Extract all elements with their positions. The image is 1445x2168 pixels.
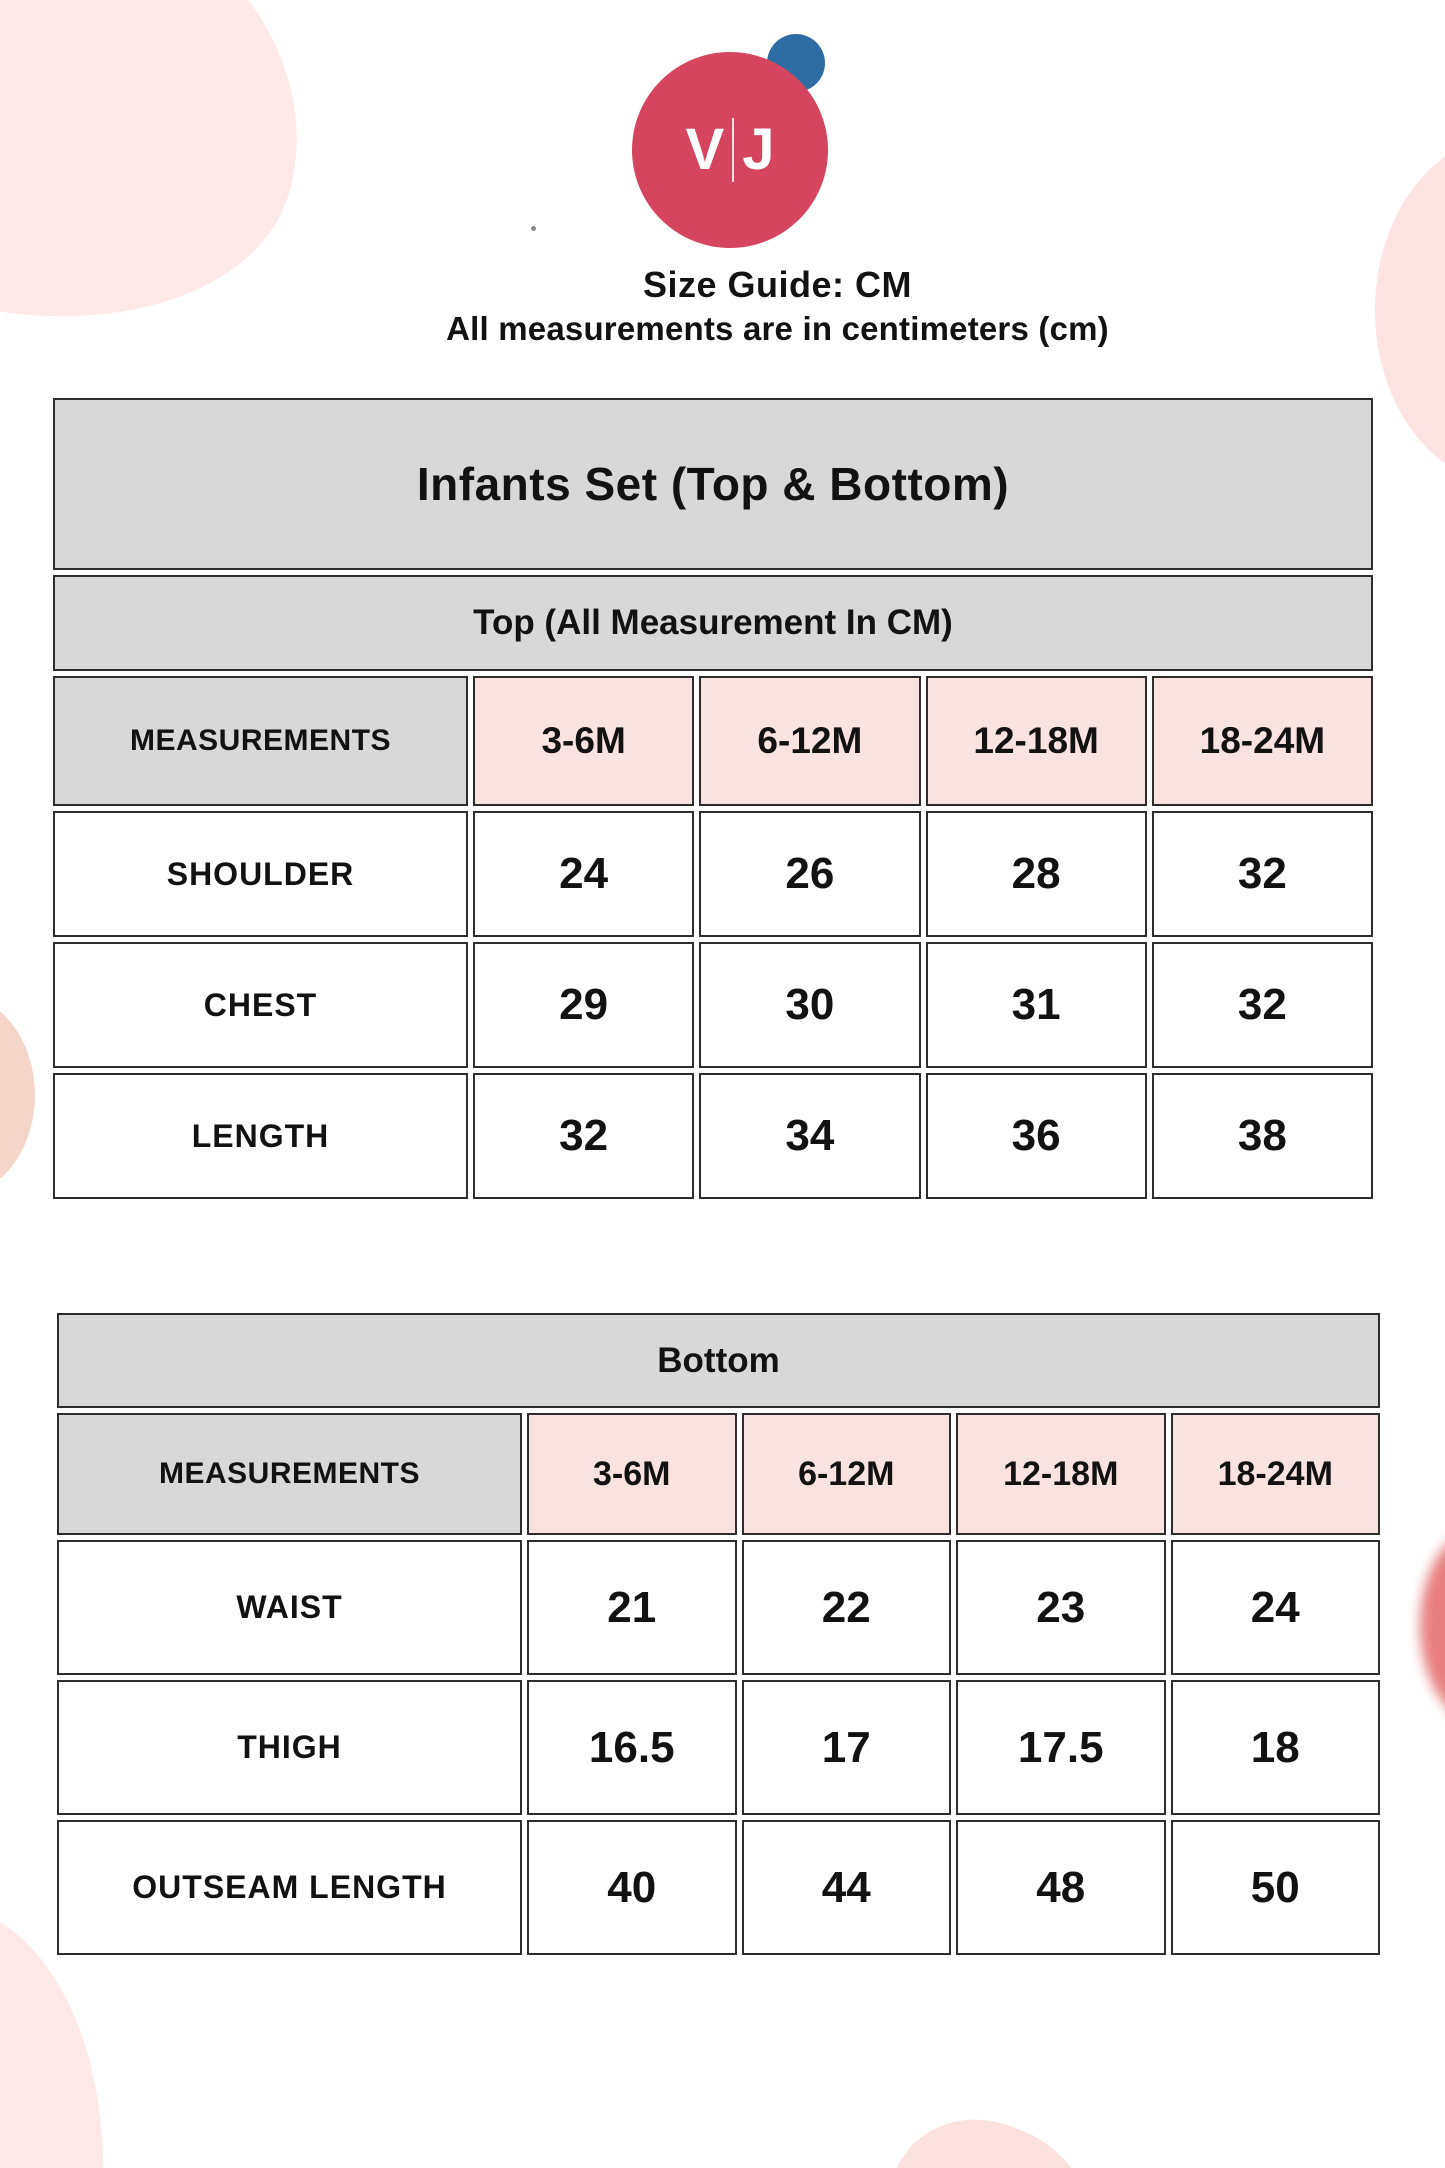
row-label-thigh: THIGH	[57, 1680, 522, 1815]
top-column-header-12-18m: 12-18M	[925, 676, 1147, 806]
page-subtitle: All measurements are in centimeters (cm)	[446, 310, 1109, 347]
outseam-value-12-18m: 48	[956, 1820, 1166, 1955]
thigh-value-18-24m: 18	[1170, 1680, 1380, 1815]
bottom-column-header-3-6m: 3-6M	[527, 1413, 737, 1535]
logo-circle: V J	[632, 52, 828, 248]
row-label-waist: WAIST	[57, 1540, 522, 1675]
top-size-table: Infants Set (Top & Bottom) Top (All Meas…	[53, 398, 1373, 1199]
waist-value-6-12m: 22	[741, 1540, 951, 1675]
bottom-column-header-18-24m: 18-24M	[1170, 1413, 1380, 1535]
shoulder-value-12-18m: 28	[925, 811, 1147, 937]
chest-value-3-6m: 29	[473, 942, 695, 1068]
decor-blob-right-middle	[1420, 1528, 1445, 1723]
top-column-header-6-12m: 6-12M	[699, 676, 921, 806]
length-value-3-6m: 32	[473, 1073, 695, 1199]
bottom-column-header-12-18m: 12-18M	[956, 1413, 1166, 1535]
outseam-value-6-12m: 44	[741, 1820, 951, 1955]
bottom-size-table: Bottom MEASUREMENTS 3-6M 6-12M 12-18M 18…	[57, 1313, 1380, 1955]
waist-value-3-6m: 21	[527, 1540, 737, 1675]
waist-value-12-18m: 23	[956, 1540, 1166, 1675]
logo-letter-j: J	[742, 117, 775, 182]
top-column-header-18-24m: 18-24M	[1151, 676, 1373, 806]
logo-divider	[732, 118, 735, 182]
length-value-6-12m: 34	[699, 1073, 921, 1199]
page-title: Size Guide: CM	[642, 264, 913, 305]
row-label-shoulder: SHOULDER	[53, 811, 468, 937]
logo-letter-v: V	[685, 117, 725, 182]
row-label-chest: CHEST	[53, 942, 468, 1068]
chest-value-6-12m: 30	[699, 942, 921, 1068]
shoulder-value-18-24m: 32	[1151, 811, 1373, 937]
page-heading: Size Guide: CM All measurements are in c…	[110, 262, 1445, 350]
row-label-length: LENGTH	[53, 1073, 468, 1199]
table-title: Infants Set (Top & Bottom)	[53, 398, 1373, 570]
length-value-12-18m: 36	[925, 1073, 1147, 1199]
top-column-header-measurements: MEASUREMENTS	[53, 676, 468, 806]
decor-blob-left-middle	[0, 995, 35, 1195]
logo-monogram: V J	[685, 117, 775, 182]
outseam-value-18-24m: 50	[1170, 1820, 1380, 1955]
decor-blob-bottom-center	[858, 2094, 1122, 2168]
chest-value-18-24m: 32	[1151, 942, 1373, 1068]
brand-logo: V J	[632, 34, 872, 254]
bottom-column-header-6-12m: 6-12M	[741, 1413, 951, 1535]
top-column-header-3-6m: 3-6M	[473, 676, 695, 806]
row-label-outseam-length: OUTSEAM LENGTH	[57, 1820, 522, 1955]
bottom-column-header-measurements: MEASUREMENTS	[57, 1413, 522, 1535]
dust-speck	[531, 226, 536, 231]
bottom-section-title: Bottom	[57, 1313, 1380, 1408]
thigh-value-12-18m: 17.5	[956, 1680, 1166, 1815]
chest-value-12-18m: 31	[925, 942, 1147, 1068]
thigh-value-3-6m: 16.5	[527, 1680, 737, 1815]
waist-value-18-24m: 24	[1170, 1540, 1380, 1675]
length-value-18-24m: 38	[1151, 1073, 1373, 1199]
shoulder-value-3-6m: 24	[473, 811, 695, 937]
outseam-value-3-6m: 40	[527, 1820, 737, 1955]
shoulder-value-6-12m: 26	[699, 811, 921, 937]
thigh-value-6-12m: 17	[741, 1680, 951, 1815]
top-section-title: Top (All Measurement In CM)	[53, 575, 1373, 671]
